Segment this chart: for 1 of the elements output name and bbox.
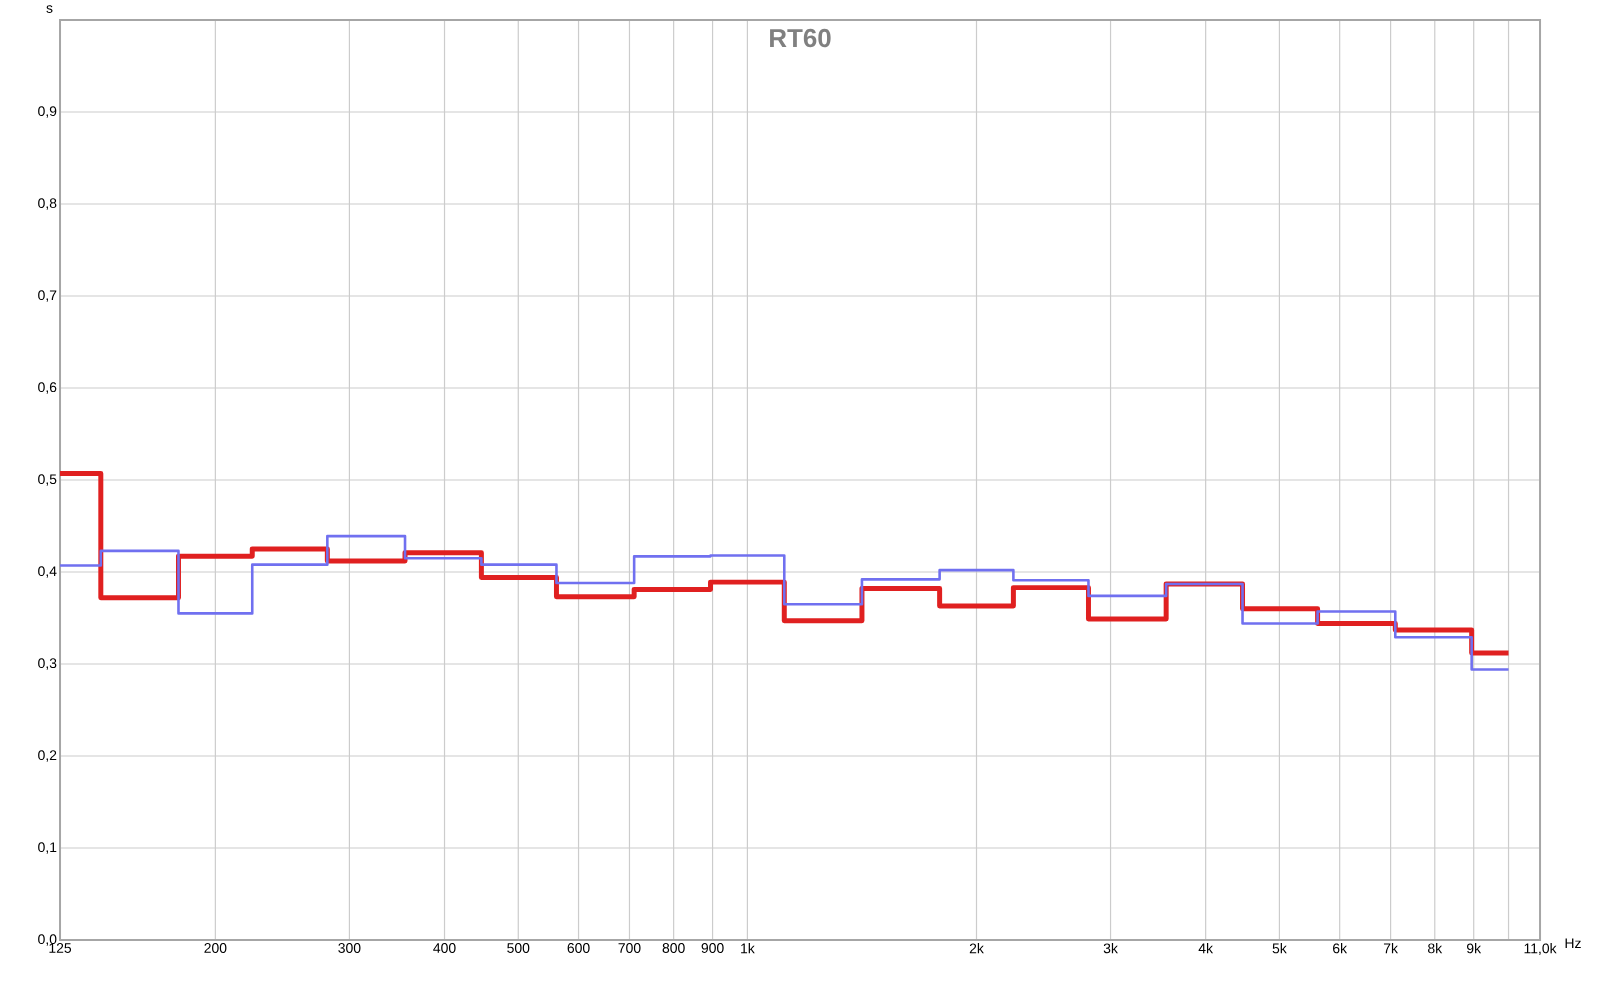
chart-title: RT60 (770, 28, 831, 48)
